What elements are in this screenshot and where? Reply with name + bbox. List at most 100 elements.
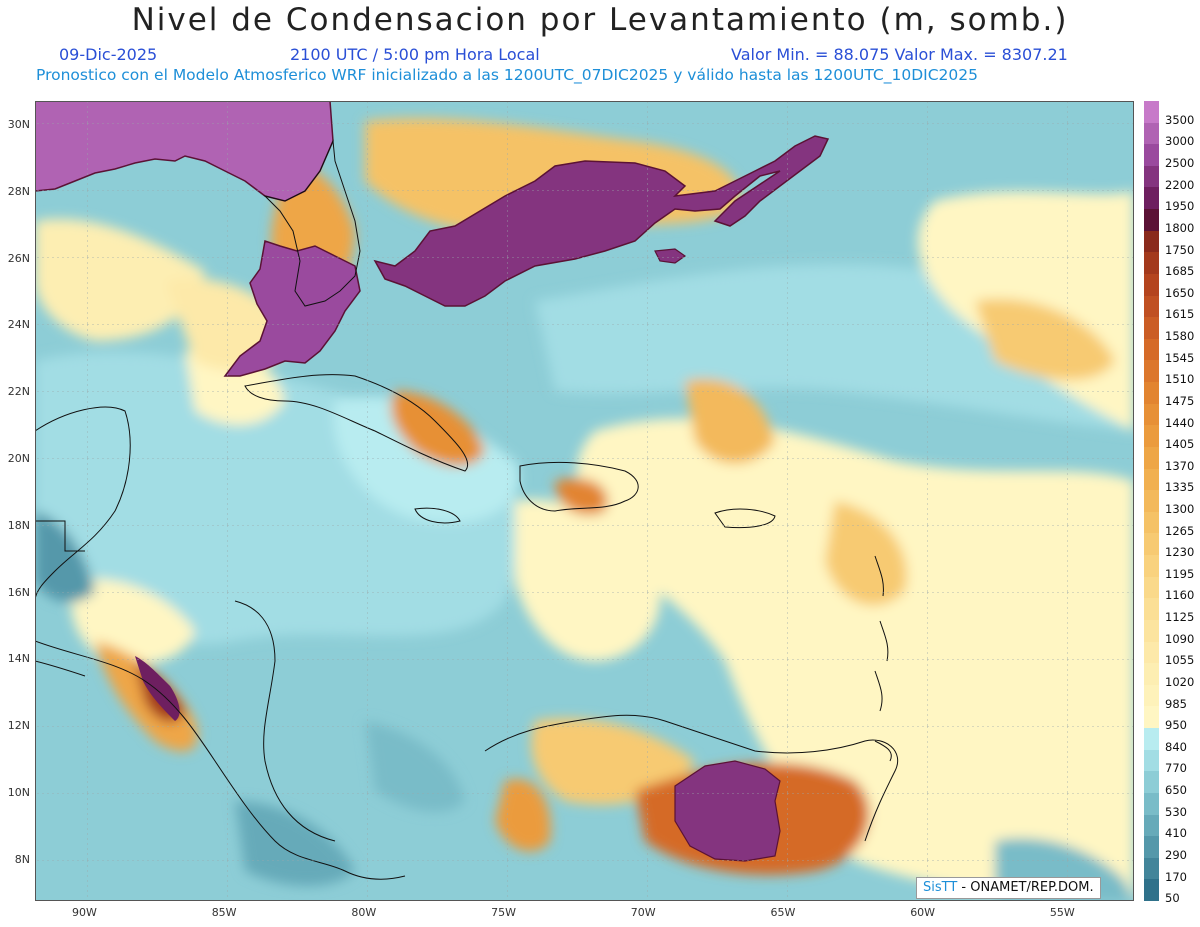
- legend-swatch: [1144, 382, 1159, 405]
- legend-swatch: [1144, 360, 1159, 383]
- lon-tick-label: 90W: [72, 906, 97, 919]
- legend-swatch: [1144, 338, 1159, 361]
- legend-label: 1800: [1165, 220, 1195, 235]
- legend-swatch: [1144, 122, 1159, 145]
- legend-label: 1265: [1165, 523, 1195, 538]
- legend-label: 840: [1165, 739, 1187, 754]
- legend-swatch: [1144, 187, 1159, 210]
- legend-label: 1510: [1165, 372, 1195, 387]
- lon-tick-label: 65W: [770, 906, 796, 919]
- legend-swatch: [1144, 728, 1159, 751]
- lat-tick-label: 22N: [7, 385, 30, 399]
- lon-tick-label: 85W: [211, 906, 237, 919]
- legend-swatch: [1144, 317, 1159, 340]
- legend-label: 1580: [1165, 329, 1195, 344]
- lat-tick-label: 16N: [7, 585, 30, 599]
- lat-tick-label: 10N: [7, 786, 30, 799]
- legend-swatch: [1144, 273, 1159, 297]
- legend-swatch: [1144, 252, 1159, 275]
- credit-brand: SisTT: [923, 880, 958, 895]
- legend-label: 3500: [1165, 112, 1195, 127]
- lon-tick-label: 75W: [491, 906, 516, 919]
- lon-tick-label: 80W: [351, 906, 377, 919]
- legend-label: 1195: [1165, 566, 1195, 581]
- color-legend: 3500 3000 2500 2200 1950 1800 1750 1685 1650 1615…: [1144, 101, 1200, 905]
- lat-tick-label: 18N: [7, 518, 30, 532]
- legend-swatch: [1144, 144, 1159, 167]
- lat-tick-label: 14N: [7, 652, 30, 666]
- legend-label: 1405: [1165, 437, 1195, 452]
- legend-swatch: [1144, 641, 1159, 664]
- legend-swatch: [1144, 814, 1159, 837]
- legend-swatch: [1144, 706, 1159, 729]
- legend-label: 985: [1165, 696, 1187, 711]
- legend-swatch: [1144, 771, 1159, 794]
- legend-label: 1335: [1165, 480, 1195, 495]
- lat-tick-label: 30N: [7, 118, 30, 131]
- map-title: Nivel de Condensacion por Levantamiento …: [131, 2, 1069, 38]
- graticule: [35, 101, 1134, 901]
- legend-swatch: [1144, 836, 1159, 859]
- forecast-description: Pronostico con el Modelo Atmosferico WRF…: [36, 66, 978, 84]
- legend-swatch: [1144, 684, 1159, 707]
- legend-label: 1950: [1165, 199, 1195, 214]
- lat-tick-label: 8N: [14, 852, 30, 866]
- legend-swatch: [1144, 749, 1159, 772]
- legend-label: 50: [1165, 891, 1180, 906]
- lat-tick-label: 20N: [7, 452, 30, 465]
- legend-label: 770: [1165, 761, 1187, 776]
- legend-label: 1440: [1165, 415, 1195, 430]
- legend-label: 530: [1165, 804, 1187, 819]
- legend-swatch: [1144, 295, 1159, 318]
- lat-tick-label: 12N: [7, 719, 30, 733]
- legend-label: 950: [1165, 718, 1187, 733]
- legend-label: 1300: [1165, 502, 1195, 516]
- legend-label: 1370: [1165, 458, 1195, 473]
- lon-tick-label: 55W: [1049, 906, 1075, 919]
- legend-label: 1125: [1165, 610, 1195, 625]
- legend-swatch: [1144, 663, 1159, 686]
- legend-label: 2200: [1165, 177, 1195, 192]
- legend-label: 1685: [1165, 264, 1195, 279]
- legend-swatch: [1144, 446, 1159, 470]
- legend-label: 290: [1165, 847, 1187, 862]
- lat-tick-label: 28N: [7, 184, 30, 198]
- min-max-values: Valor Min. = 88.075 Valor Max. = 8307.21: [731, 45, 1068, 64]
- legend-label: 1475: [1165, 393, 1195, 408]
- legend-label: 1230: [1165, 545, 1195, 560]
- lon-tick-label: 60W: [910, 906, 936, 919]
- legend-label: 1020: [1165, 674, 1195, 689]
- credit-org: - ONAMET/REP.DOM.: [957, 880, 1094, 895]
- legend-swatch: [1144, 555, 1159, 578]
- forecast-time: 2100 UTC / 5:00 pm Hora Local: [290, 45, 540, 64]
- legend-swatch: [1144, 165, 1159, 188]
- legend-label: 1750: [1165, 242, 1195, 257]
- legend-swatch: [1144, 598, 1159, 621]
- legend-label: 3000: [1165, 134, 1195, 149]
- credit-box: SisTT - ONAMET/REP.DOM.: [916, 877, 1101, 899]
- legend-swatch: [1144, 101, 1159, 124]
- legend-label: 410: [1165, 826, 1187, 841]
- legend-swatch: [1144, 209, 1159, 232]
- legend-swatch: [1144, 879, 1159, 902]
- lat-tick-label: 24N: [7, 318, 30, 332]
- legend-swatch: [1144, 468, 1159, 491]
- legend-label: 650: [1165, 783, 1187, 798]
- legend-label: 170: [1165, 869, 1187, 884]
- legend-swatch: [1144, 403, 1159, 426]
- legend-swatch: [1144, 792, 1159, 815]
- legend-swatch: [1144, 533, 1159, 556]
- legend-label: 1650: [1165, 285, 1195, 300]
- lat-tick-label: 26N: [7, 251, 30, 265]
- lon-tick-label: 70W: [630, 906, 656, 919]
- legend-label: 1545: [1165, 350, 1195, 365]
- legend-label: 1055: [1165, 653, 1195, 668]
- legend-label: 2500: [1165, 156, 1195, 171]
- legend-swatch: [1144, 425, 1159, 448]
- legend-swatch: [1144, 619, 1159, 643]
- legend-swatch: [1144, 857, 1159, 880]
- map-frame: [35, 101, 1134, 901]
- legend-label: 1615: [1165, 307, 1195, 322]
- legend-swatch: [1144, 490, 1159, 513]
- lcl-map: [35, 101, 1134, 901]
